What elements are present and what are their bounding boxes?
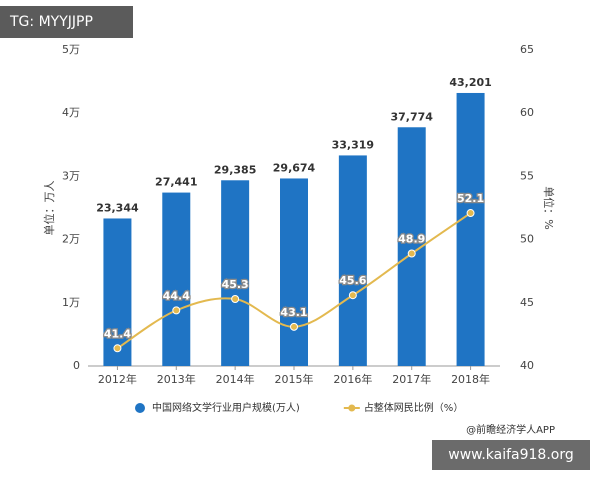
- x-tick-label: 2018年: [451, 372, 490, 386]
- line-point: [113, 344, 122, 353]
- y2-tick-label: 50: [520, 233, 534, 246]
- x-tick-label: 2017年: [392, 372, 431, 386]
- bar: [221, 180, 250, 366]
- line-point: [348, 291, 357, 300]
- line-point: [290, 322, 298, 331]
- bar-value-label: 29,385: [214, 163, 256, 176]
- line-value-label: 48.9: [398, 233, 425, 246]
- legend-swatch: [135, 403, 145, 413]
- x-tick-label: 2015年: [275, 372, 314, 386]
- y-tick-label: 2万: [62, 233, 80, 246]
- bar-value-label: 33,319: [332, 138, 374, 151]
- y2-tick-label: 65: [520, 43, 534, 56]
- y2-axis-label: 单位：%: [542, 186, 556, 229]
- watermark: TG: MYYJJPP: [9, 14, 93, 30]
- x-tick-label: 2016年: [333, 372, 372, 386]
- bar: [456, 92, 485, 367]
- x-tick-label: 2014年: [216, 372, 255, 386]
- y-tick-label: 0: [73, 359, 80, 372]
- y-tick-label: 5万: [62, 43, 80, 56]
- bar-value-label: 37,774: [390, 110, 433, 123]
- y2-tick-label: 40: [520, 359, 534, 372]
- line-value-label: 45.3: [222, 278, 249, 291]
- bar: [103, 218, 132, 366]
- bar: [338, 155, 367, 366]
- watermark-box: [432, 440, 590, 470]
- line-point: [466, 209, 475, 218]
- line-point: [407, 249, 416, 258]
- line-value-label: 43.1: [280, 306, 307, 319]
- line-value-label: 52.1: [457, 192, 484, 205]
- x-tick-label: 2012年: [98, 372, 137, 386]
- watermark-box: [0, 6, 133, 38]
- line-value-label: 41.4: [104, 327, 131, 340]
- line-point: [231, 295, 240, 304]
- y-tick-label: 1万: [62, 296, 80, 309]
- legend-swatch: [348, 404, 356, 412]
- watermark: www.kaifa918.org: [448, 447, 574, 463]
- x-tick-label: 2013年: [157, 372, 196, 386]
- bar: [280, 178, 308, 366]
- y2-tick-label: 60: [520, 106, 534, 119]
- bar-value-label: 27,441: [155, 176, 197, 189]
- y-tick-label: 4万: [62, 106, 80, 119]
- y-tick-label: 3万: [62, 169, 80, 182]
- bar-value-label: 23,344: [96, 201, 139, 214]
- y-axis-label: 单位：万人: [42, 181, 56, 236]
- line-value-label: 45.6: [339, 274, 366, 287]
- y2-tick-label: 45: [520, 296, 534, 309]
- legend-label: 占整体网民比例（%）: [364, 401, 464, 414]
- y2-tick-label: 55: [520, 169, 534, 182]
- bar-value-label: 29,674: [273, 161, 316, 174]
- legend-label: 中国网络文学行业用户规模(万人): [152, 401, 300, 414]
- line-point: [172, 306, 181, 315]
- line-value-label: 44.4: [163, 289, 190, 302]
- bar-value-label: 43,201: [449, 76, 491, 89]
- bar: [162, 192, 191, 366]
- source: @前瞻经济学人APP: [466, 423, 555, 436]
